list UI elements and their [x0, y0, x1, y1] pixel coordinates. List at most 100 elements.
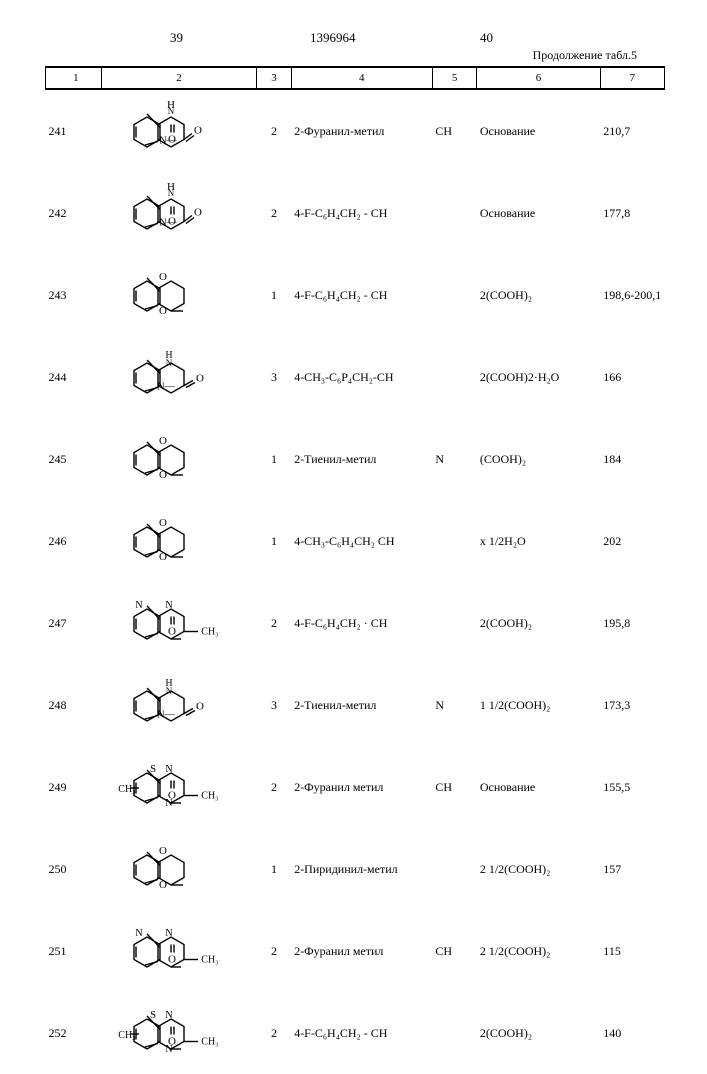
cell-form: (COOH)₂ [477, 418, 600, 500]
chemical-structure-icon: HNON— [109, 668, 249, 742]
cell-form: x 1/2H₂O [477, 500, 600, 582]
svg-text:O: O [168, 216, 176, 228]
svg-text:S: S [150, 763, 156, 775]
cell-structure: CH₃SNCH₃NO [101, 992, 256, 1074]
svg-text:S: S [150, 1009, 156, 1021]
cell-n: 1 [257, 254, 291, 336]
svg-text:N—: N— [157, 382, 175, 393]
table-row: 245OO12-Тиенил-метилN(COOH)₂184 [46, 418, 665, 500]
svg-text:N: N [165, 928, 172, 939]
cell-form: Основание [477, 89, 600, 172]
svg-text:O: O [168, 954, 176, 966]
chemical-structure-icon: NNCH₃O [109, 914, 249, 988]
svg-text:O: O [159, 551, 167, 563]
cell-substituent: 4-F-C₆H₄CH₂ - CH [291, 992, 432, 1074]
svg-text:CH₃: CH₃ [201, 791, 218, 802]
cell-form: 2 1/2(COOH)₂ [477, 828, 600, 910]
cell-id: 244 [46, 336, 102, 418]
svg-text:O: O [196, 373, 204, 385]
cell-atom: CH [432, 910, 477, 992]
cell-atom [432, 992, 477, 1074]
svg-text:CH₃: CH₃ [118, 784, 135, 795]
svg-text:O: O [168, 626, 176, 638]
cell-id: 243 [46, 254, 102, 336]
chemical-structure-icon: N N CH₃ O [109, 586, 249, 660]
table-continuation-label: Продолжение табл.5 [533, 48, 637, 63]
svg-text:O: O [196, 701, 204, 713]
col-header: 3 [257, 67, 291, 89]
svg-text:N: N [135, 600, 142, 611]
cell-atom [432, 500, 477, 582]
cell-structure: HNON— [101, 336, 256, 418]
cell-value: 202 [600, 500, 664, 582]
chemical-structure-icon: OO [109, 832, 249, 906]
svg-text:O: O [194, 125, 202, 137]
chemical-structure-icon: OO [109, 422, 249, 496]
page-number-left: 39 [170, 30, 183, 46]
cell-value: 173,3 [600, 664, 664, 746]
svg-text:CH₃: CH₃ [201, 1037, 218, 1048]
svg-text:CH₃: CH₃ [201, 627, 218, 638]
table-row: 243OO14-F-C₆H₄CH₂ - CH2(COOH)₂198,6-200,… [46, 254, 665, 336]
svg-text:N: N [165, 600, 172, 611]
cell-structure: N N CH₃ O [101, 582, 256, 664]
cell-structure: HNON— [101, 664, 256, 746]
svg-text:O: O [159, 435, 167, 447]
cell-structure: HNON—O [101, 89, 256, 172]
cell-value: 115 [600, 910, 664, 992]
svg-text:N: N [165, 764, 172, 775]
table-header-row: 1 2 3 4 5 6 7 [46, 67, 665, 89]
cell-structure: OO [101, 500, 256, 582]
cell-atom [432, 254, 477, 336]
table-row: 248HNON—32-Тиенил-метилN1 1/2(COOH)₂173,… [46, 664, 665, 746]
cell-atom [432, 336, 477, 418]
cell-form: Основание [477, 172, 600, 254]
cell-value: 195,8 [600, 582, 664, 664]
cell-substituent: 4-F-C₆H₄CH₂ - CH [291, 254, 432, 336]
svg-text:CH₃: CH₃ [201, 955, 218, 966]
table-row: 252CH₃SNCH₃NO24-F-C₆H₄CH₂ - CH2(COOH)₂14… [46, 992, 665, 1074]
cell-value: 140 [600, 992, 664, 1074]
svg-text:N: N [166, 358, 173, 368]
data-table: 1 2 3 4 5 6 7 241HNON—O22-Фуранил-метилC… [45, 66, 665, 1074]
cell-id: 247 [46, 582, 102, 664]
chemical-structure-icon: CH₃SNCH₃NO [109, 996, 249, 1070]
cell-value: 210,7 [600, 89, 664, 172]
svg-text:O: O [159, 879, 167, 891]
cell-atom: CH [432, 746, 477, 828]
cell-form: 1 1/2(COOH)₂ [477, 664, 600, 746]
svg-text:O: O [194, 207, 202, 219]
cell-n: 2 [257, 172, 291, 254]
svg-text:N: N [168, 188, 175, 198]
cell-value: 155,5 [600, 746, 664, 828]
table-row: 249CH₃SNCH₃NO22-Фуранил метилCHОснование… [46, 746, 665, 828]
svg-text:O: O [168, 790, 176, 802]
chemical-structure-icon: CH₃SNCH₃NO [109, 750, 249, 824]
chemical-structure-icon: HNON—O [109, 94, 249, 168]
cell-form: 2(COOH)2·H₂O [477, 336, 600, 418]
cell-id: 250 [46, 828, 102, 910]
cell-atom [432, 172, 477, 254]
cell-id: 252 [46, 992, 102, 1074]
chemical-structure-icon: OO [109, 258, 249, 332]
cell-id: 242 [46, 172, 102, 254]
svg-text:O: O [159, 469, 167, 481]
table-body: 241HNON—O22-Фуранил-метилCHОснование210,… [46, 89, 665, 1074]
chemical-structure-icon: HNON— [109, 340, 249, 414]
cell-substituent: 2-Тиенил-метил [291, 664, 432, 746]
cell-form: 2(COOH)₂ [477, 582, 600, 664]
svg-text:O: O [159, 845, 167, 857]
cell-n: 2 [257, 746, 291, 828]
svg-text:O: O [168, 134, 176, 146]
cell-form: 2(COOH)₂ [477, 254, 600, 336]
svg-text:N—: N— [157, 710, 175, 721]
cell-id: 249 [46, 746, 102, 828]
cell-id: 246 [46, 500, 102, 582]
cell-substituent: 2-Тиенил-метил [291, 418, 432, 500]
cell-n: 3 [257, 664, 291, 746]
table-row: 247NNCH₃O24-F-C₆H₄CH₂ · CH2(COOH)₂195,8 [46, 582, 665, 664]
col-header: 2 [101, 67, 256, 89]
page-number-right: 40 [480, 30, 493, 46]
cell-atom [432, 582, 477, 664]
cell-id: 248 [46, 664, 102, 746]
